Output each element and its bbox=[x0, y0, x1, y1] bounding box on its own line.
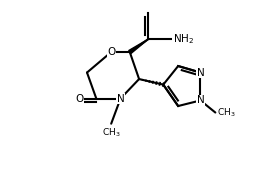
Text: CH$_3$: CH$_3$ bbox=[102, 126, 120, 139]
Polygon shape bbox=[129, 39, 148, 54]
Text: N: N bbox=[117, 94, 124, 104]
Text: O: O bbox=[107, 47, 115, 57]
Text: N: N bbox=[197, 95, 204, 105]
Text: NH$_2$: NH$_2$ bbox=[172, 32, 194, 46]
Text: O: O bbox=[75, 94, 84, 104]
Text: CH$_3$: CH$_3$ bbox=[217, 106, 236, 119]
Text: N: N bbox=[197, 68, 204, 78]
